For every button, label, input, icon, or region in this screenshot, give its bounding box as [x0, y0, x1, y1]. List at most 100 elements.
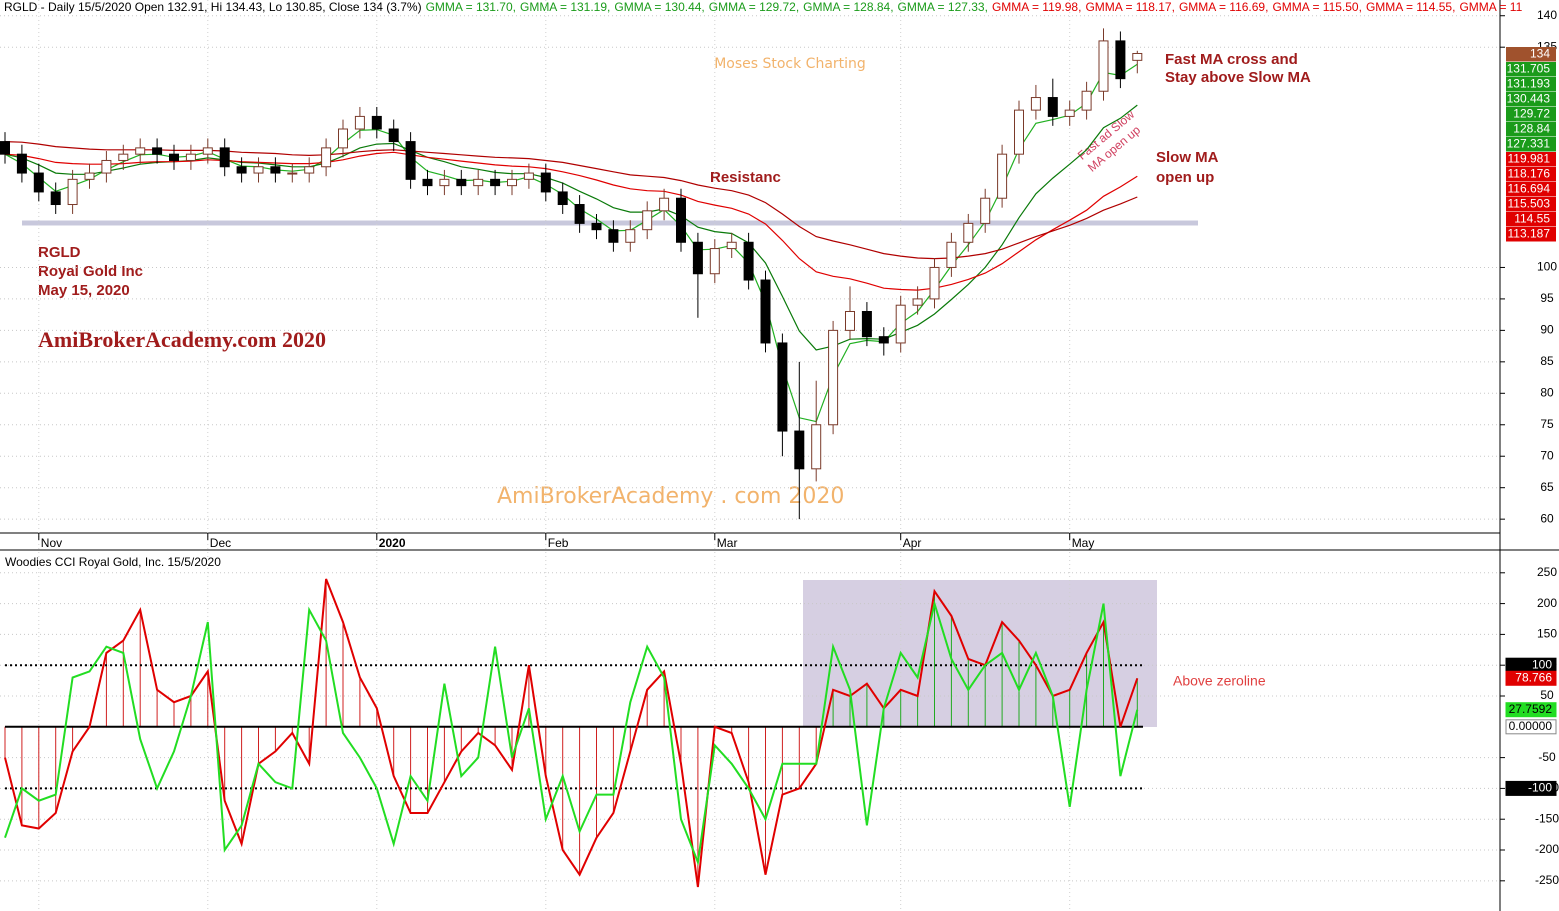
- cci-line: [4, 599, 1139, 867]
- value-tag: [1506, 212, 1556, 227]
- candle-body: [0, 141, 10, 155]
- value-tag: [1506, 122, 1556, 137]
- annotation: Royal Gold Inc: [38, 263, 143, 280]
- value-tag-label: 131.705: [1507, 62, 1551, 76]
- candle-body: [16, 153, 27, 174]
- y-tick-label: 65: [1540, 480, 1554, 494]
- header-segment: GMMA = 127.33,: [898, 0, 988, 14]
- value-tag: [1506, 92, 1556, 107]
- y-tick-label: 70: [1540, 448, 1554, 462]
- header-segment: GMMA = 129.72,: [709, 0, 799, 14]
- value-tag-label: 27.7592: [1509, 702, 1553, 716]
- value-tag: [1506, 167, 1556, 182]
- candle-body: [963, 222, 974, 243]
- value-tag: [1505, 780, 1557, 796]
- value-tag-label: 127.331: [1507, 137, 1551, 151]
- candle-body: [929, 266, 940, 300]
- x-tick-label: 2020: [379, 536, 406, 550]
- candle-body: [304, 166, 315, 174]
- value-tag-label: 113.187: [1508, 227, 1551, 241]
- annotation: Slow MA: [1156, 149, 1219, 166]
- header-segment: GMMA = 131.19,: [520, 0, 610, 14]
- value-tag: [1506, 47, 1556, 62]
- y-tick-label: 140: [1537, 8, 1557, 22]
- value-tag-label: -100: [1528, 781, 1552, 795]
- candle-body: [185, 153, 196, 161]
- candle-body: [760, 279, 771, 344]
- candle-body: [1081, 90, 1092, 111]
- header-segment: GMMA = 118.17,: [1085, 0, 1175, 14]
- candle-body: [135, 147, 146, 155]
- candle-body: [946, 241, 957, 268]
- candle-body: [997, 153, 1008, 199]
- candle-body: [1064, 109, 1075, 117]
- watermark: AmiBrokerAcademy . com 2020: [497, 484, 844, 509]
- x-tick-label: Mar: [717, 536, 738, 550]
- candle-body: [473, 178, 484, 187]
- candle-body: [861, 310, 872, 338]
- candle-body: [152, 147, 163, 155]
- value-tag-label: 130.443: [1507, 92, 1551, 106]
- candle-body: [321, 147, 332, 168]
- value-tag: [1506, 77, 1556, 92]
- y-tick-label: 60: [1540, 511, 1554, 525]
- candle-body: [557, 191, 568, 206]
- y-tick-label: 90: [1540, 323, 1554, 337]
- candle-body: [388, 128, 399, 143]
- header-segment: GMMA = 115.50,: [1272, 0, 1362, 14]
- y-tick-label: 50: [1540, 688, 1554, 702]
- value-tag-label: 119.981: [1508, 152, 1551, 166]
- candle-body: [371, 115, 382, 130]
- value-tag: [1506, 227, 1556, 242]
- value-tag: [1505, 702, 1557, 718]
- header-segment: GMMA = 131.70,: [426, 0, 516, 14]
- candle-body: [253, 166, 264, 174]
- under-layer: [22, 220, 1198, 727]
- candle-body: [625, 229, 636, 243]
- candle-body: [1132, 52, 1143, 61]
- value-tag: [1505, 670, 1557, 686]
- y-tick-label: 100: [1537, 260, 1557, 274]
- cci-line: [4, 578, 1139, 888]
- header-segment: GMMA = 114.55,: [1366, 0, 1456, 14]
- value-tag: [1506, 137, 1556, 152]
- candle-body: [743, 241, 754, 281]
- x-tick-label: Apr: [903, 536, 922, 550]
- candle-body: [845, 310, 855, 331]
- header-segment: GMMA = 116.69,: [1179, 0, 1269, 14]
- candle-body: [118, 153, 129, 161]
- candle-body: [659, 197, 670, 212]
- value-tag-label: 118.176: [1508, 167, 1551, 181]
- y-tick-label: 75: [1540, 417, 1554, 431]
- candle-body: [338, 128, 348, 149]
- candle-body: [202, 147, 213, 155]
- header-segment: RGLD - Daily 15/5/2020 Open 132.91, Hi 1…: [4, 0, 422, 14]
- y-tick-label: 150: [1537, 627, 1557, 641]
- y-tick-label: 95: [1540, 291, 1554, 305]
- value-tag: [1506, 107, 1556, 122]
- value-tag-label: 0.00000: [1509, 719, 1553, 733]
- candle-body: [692, 241, 703, 275]
- candle-body: [439, 178, 450, 187]
- candle-body: [354, 115, 365, 130]
- value-tag-label: 100: [1532, 657, 1552, 671]
- value-tag: [1506, 182, 1556, 197]
- candle-body: [101, 159, 112, 174]
- candle-body: [726, 241, 737, 250]
- value-tag-label: 128.84: [1513, 122, 1550, 136]
- value-tag-label: 116.694: [1508, 182, 1551, 196]
- annotation: AmiBrokerAcademy.com 2020: [38, 327, 326, 352]
- candle-body: [50, 191, 61, 206]
- candle-body: [980, 197, 991, 224]
- candle-body: [270, 166, 281, 174]
- candle-body: [236, 166, 247, 174]
- y-tick-label: 200: [1537, 596, 1557, 610]
- candle-body: [895, 304, 906, 344]
- candle-body: [523, 172, 534, 180]
- candle-body: [507, 178, 517, 187]
- candle-body: [608, 229, 619, 243]
- x-tick-label: Dec: [210, 536, 231, 550]
- candle-body: [912, 298, 923, 306]
